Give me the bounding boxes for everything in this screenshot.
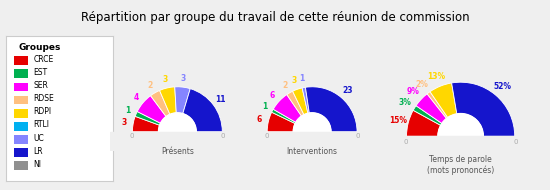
Text: 3: 3 [292,76,297,85]
Wedge shape [293,88,308,115]
FancyBboxPatch shape [14,70,28,78]
Wedge shape [413,106,442,125]
Text: 0: 0 [129,133,134,139]
Wedge shape [302,87,309,113]
Wedge shape [416,94,447,124]
Text: RTLI: RTLI [34,120,50,129]
Text: 0: 0 [264,133,268,139]
Wedge shape [175,87,190,114]
Text: 0: 0 [221,133,226,139]
Wedge shape [272,109,296,124]
FancyBboxPatch shape [14,162,28,170]
Text: 6: 6 [257,115,262,124]
Circle shape [438,114,483,159]
Text: SER: SER [34,81,48,90]
Text: NI: NI [34,160,41,169]
Wedge shape [427,92,448,118]
Text: 15%: 15% [389,116,407,125]
Text: 0: 0 [514,139,518,145]
Wedge shape [430,83,457,118]
Wedge shape [135,112,161,125]
FancyBboxPatch shape [14,96,28,104]
Text: 2: 2 [283,81,288,89]
Wedge shape [151,90,170,117]
Text: 3: 3 [181,74,186,83]
Text: EST: EST [34,68,47,77]
Text: 11: 11 [216,95,226,104]
Circle shape [293,113,331,150]
Text: 0: 0 [403,139,408,145]
FancyBboxPatch shape [14,135,28,144]
Wedge shape [138,96,166,123]
Text: 23: 23 [342,86,353,95]
Wedge shape [452,82,515,136]
Bar [110,132,245,154]
Text: 6: 6 [270,91,275,100]
FancyBboxPatch shape [14,148,28,157]
Text: 1: 1 [262,102,267,111]
Text: 3%: 3% [399,98,412,107]
Bar [245,132,380,154]
Text: 52%: 52% [493,82,512,91]
Text: RDSE: RDSE [34,94,54,103]
Text: 1: 1 [125,106,130,115]
Text: 0: 0 [356,133,360,139]
FancyBboxPatch shape [14,122,28,131]
Text: 4: 4 [134,93,139,102]
Wedge shape [406,110,441,136]
Text: 2: 2 [148,81,153,89]
FancyBboxPatch shape [14,56,28,65]
Wedge shape [160,87,177,114]
FancyBboxPatch shape [14,83,28,91]
Wedge shape [133,116,159,132]
Wedge shape [183,89,222,132]
Text: Présents: Présents [161,147,194,156]
Text: CRCE: CRCE [34,55,54,64]
FancyBboxPatch shape [14,109,28,118]
Text: 2%: 2% [416,80,428,89]
Text: Temps de parole
(mots prononcés): Temps de parole (mots prononcés) [427,155,494,175]
Wedge shape [287,91,304,116]
Text: UC: UC [34,134,44,142]
Text: 9%: 9% [407,87,420,97]
Text: 13%: 13% [427,72,446,81]
Circle shape [158,113,196,150]
Text: 3: 3 [162,75,168,84]
Wedge shape [305,87,357,132]
Text: Groupes: Groupes [18,43,60,52]
Wedge shape [273,95,301,122]
Wedge shape [267,112,295,132]
Text: 3: 3 [122,118,127,127]
Text: LR: LR [34,147,43,156]
Text: Répartition par groupe du travail de cette réunion de commission: Répartition par groupe du travail de cet… [81,11,469,24]
Bar [379,136,542,163]
Text: Interventions: Interventions [287,147,338,156]
Text: 1: 1 [300,74,305,83]
Text: RDPI: RDPI [34,107,52,116]
